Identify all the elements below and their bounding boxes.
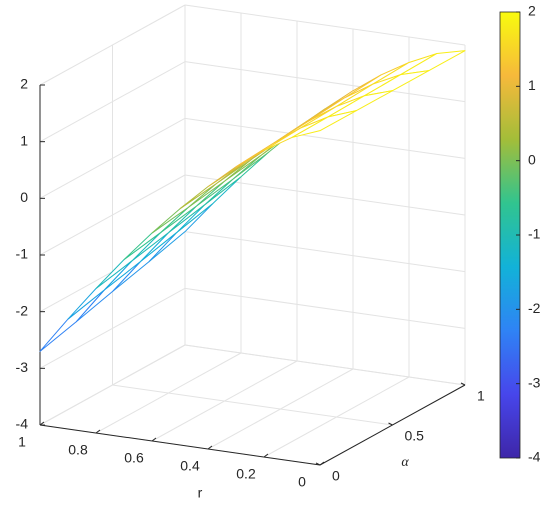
- x-tick: [263, 453, 269, 458]
- x-tick-label: 0.6: [124, 450, 144, 466]
- grid-line: [184, 344, 466, 386]
- colorbar-tick-label: 0: [528, 151, 536, 167]
- y-tick-label: 0.5: [405, 428, 425, 444]
- x-tick-label: 0: [298, 474, 306, 490]
- mesh-cell: [168, 178, 234, 234]
- mesh-cell: [75, 261, 141, 323]
- colorbar-tick-label: -2: [528, 300, 541, 316]
- mesh-cell: [291, 110, 357, 138]
- grid-line: [184, 287, 466, 329]
- z-tick-label: 0: [20, 189, 28, 205]
- grid-line: [184, 231, 466, 273]
- x-tick: [207, 445, 213, 450]
- colorbar-tick-label: -3: [528, 374, 541, 390]
- colorbar-tick-label: -1: [528, 226, 541, 242]
- mesh-cell: [196, 154, 262, 207]
- z-tick-label: -1: [16, 246, 29, 262]
- x-tick: [151, 437, 157, 442]
- y-tick: [315, 462, 321, 466]
- mesh-cell: [204, 151, 270, 206]
- x-axis-label: r: [198, 485, 203, 501]
- y-tick: [460, 382, 466, 386]
- x-tick-label: 0.4: [180, 458, 200, 474]
- z-tick-label: 1: [20, 132, 28, 148]
- x-tick-label: 1: [18, 434, 26, 450]
- axis-line: [39, 424, 321, 466]
- y-axis-label: α: [401, 455, 409, 470]
- x-tick-label: 0.2: [236, 466, 256, 482]
- grid-line: [184, 4, 466, 46]
- grid-line: [184, 61, 466, 103]
- colorbar-tick-label: 2: [528, 3, 536, 19]
- mesh-cell: [159, 180, 225, 234]
- colorbar-tick-label: -4: [528, 449, 541, 465]
- mesh-cell: [67, 260, 133, 320]
- x-tick: [319, 461, 325, 466]
- z-tick-label: -2: [16, 302, 29, 318]
- grid-line: [184, 117, 466, 159]
- mesh-cell: [39, 289, 105, 352]
- mesh-cell: [131, 205, 197, 262]
- x-tick-label: 0.8: [68, 442, 88, 458]
- y-tick: [388, 422, 393, 426]
- y-tick-label: 1: [477, 388, 485, 404]
- z-tick-label: -3: [16, 359, 29, 375]
- x-tick: [39, 421, 45, 426]
- grid-line: [112, 384, 393, 426]
- y-tick-label: 0: [332, 468, 340, 484]
- x-tick: [95, 429, 101, 434]
- mesh-cell: [103, 232, 169, 291]
- z-tick-label: 2: [20, 76, 28, 92]
- colorbar-tick-label: 1: [528, 77, 536, 93]
- z-tick-label: -4: [16, 416, 29, 432]
